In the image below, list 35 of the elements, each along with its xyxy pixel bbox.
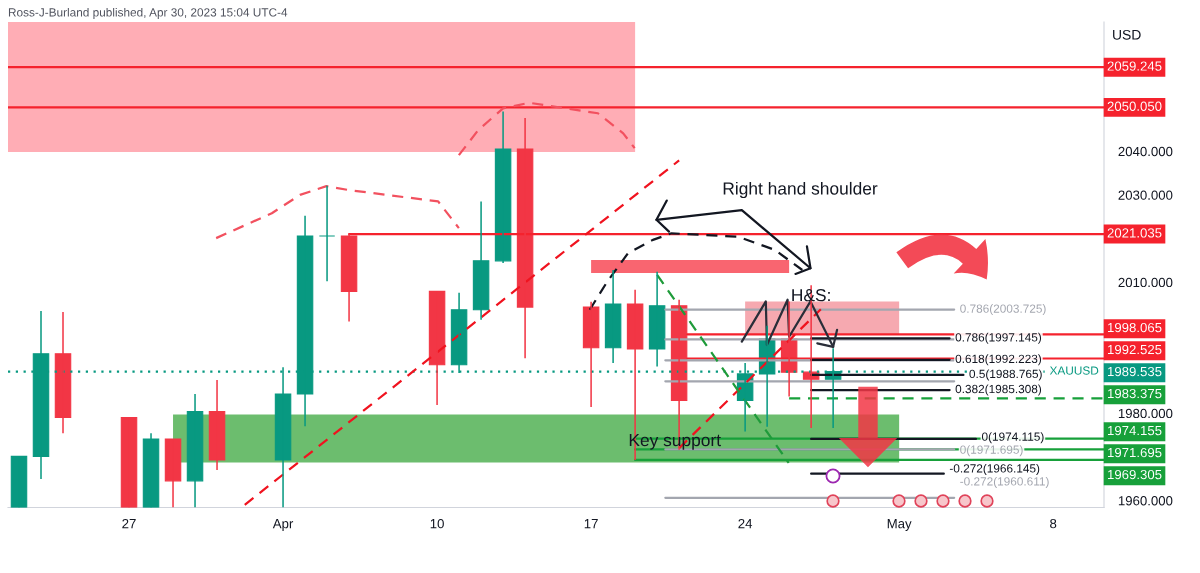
data-label: 0.382(1985.308)	[955, 384, 1042, 396]
data-label: 1969.305	[1108, 469, 1162, 480]
data-label: 0.5(1988.765)	[969, 369, 1042, 381]
data-label: 0.618(1992.223)	[955, 354, 1042, 366]
chart-title: Ross-J-Burland published, Apr 30, 2023 15:04 UTC-4	[8, 7, 288, 19]
y-tick-label: 2040.000	[1118, 146, 1173, 157]
data-label: 0.786(1997.145)	[955, 332, 1042, 344]
data-label: 1983.375	[1108, 388, 1162, 399]
x-tick-label: 8	[1050, 518, 1057, 529]
data-label: 2059.245	[1107, 61, 1162, 71]
y-tick-label: 2010.000	[1118, 277, 1173, 288]
data-label: 1974.155	[1108, 425, 1162, 436]
data-label: -0.272(1966.145)	[949, 463, 1040, 475]
data-label: 1971.695	[1108, 447, 1162, 458]
data-label: -0.272(1960.611)	[960, 476, 1049, 488]
data-label: 2050.050	[1107, 101, 1162, 111]
data-label: 2021.035	[1107, 228, 1162, 238]
x-tick-label: 17	[584, 519, 598, 529]
annotation: Right hand shoulder	[723, 181, 878, 199]
x-tick-label: 24	[738, 518, 753, 529]
y-tick-label: 2030.000	[1118, 190, 1173, 200]
x-tick-label: 10	[430, 518, 444, 529]
data-label: 1989.535	[1108, 366, 1162, 377]
x-tick-label: May	[887, 519, 912, 531]
y-tick-label: 1980.000	[1118, 408, 1173, 419]
data-label: 0.786(2003.725)	[960, 304, 1046, 316]
x-tick-label: Apr	[272, 519, 294, 531]
y-tick-label: 1960.000	[1118, 496, 1173, 506]
data-label: 0(1974.115)	[981, 432, 1044, 444]
x-tick-label: 27	[122, 518, 136, 529]
data-label: 0(1971.695)	[960, 445, 1023, 457]
y-axis-title: USD	[1113, 29, 1141, 40]
data-label: 1998.065	[1108, 322, 1162, 333]
data-label: 1992.525	[1108, 344, 1162, 355]
data-label: XAUUSD	[1049, 366, 1099, 375]
